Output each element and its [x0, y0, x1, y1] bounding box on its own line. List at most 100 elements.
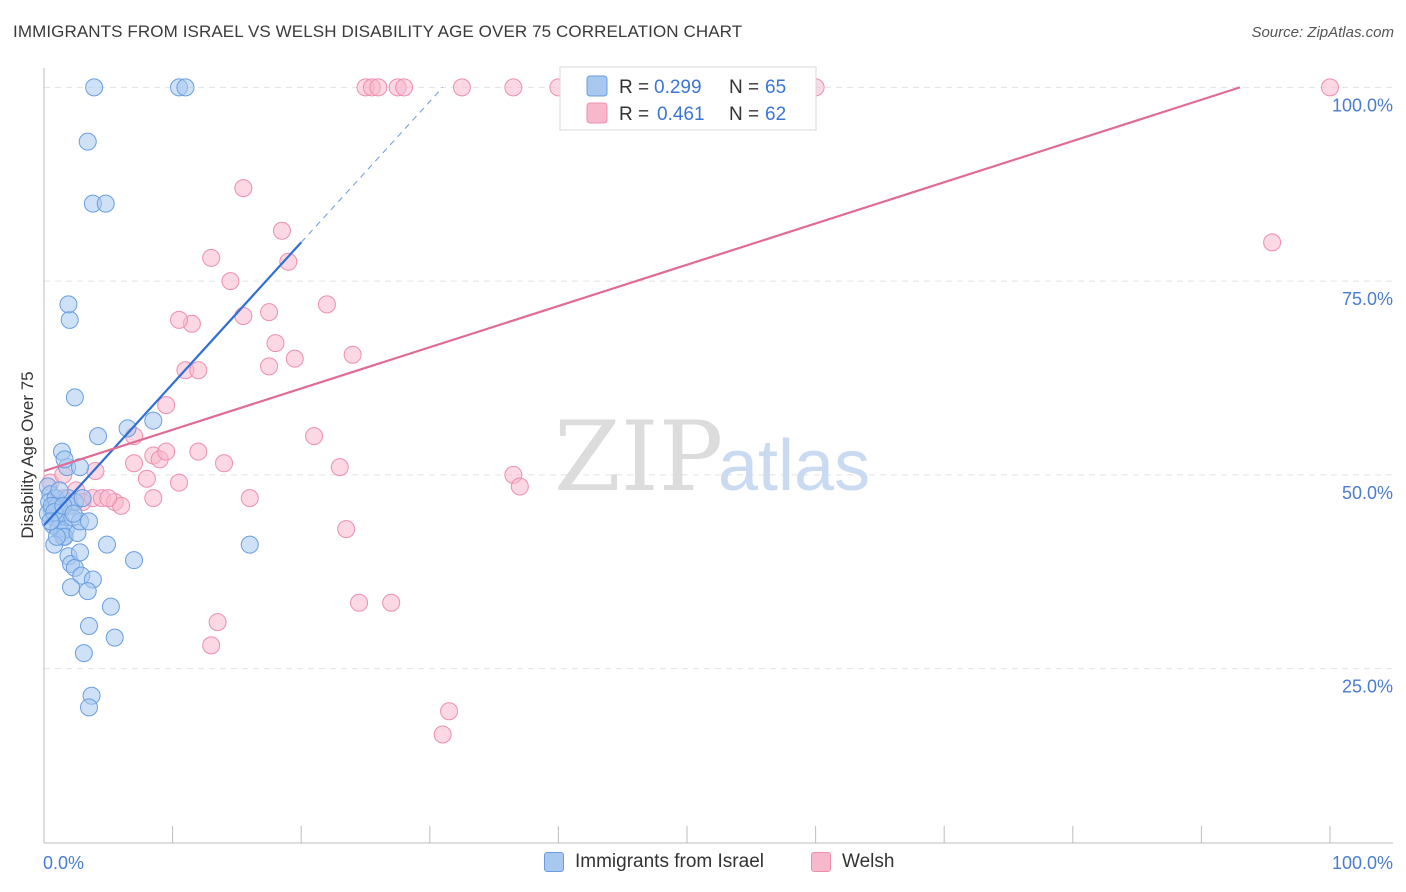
israel-point-36: [96, 194, 115, 213]
welsh-point-19: [144, 489, 163, 508]
legend-swatch-welsh: [811, 852, 831, 872]
israel-point-62: [41, 512, 60, 531]
y-tick-label-100: 100.0%: [1332, 95, 1393, 115]
series-legend: Immigrants from Israel Welsh: [0, 851, 1406, 879]
welsh-point-45: [234, 179, 253, 198]
stats-legend-n-value-israel: 65: [765, 77, 786, 98]
israel-point-33: [59, 295, 78, 314]
welsh-point-28: [170, 310, 189, 329]
welsh-point-30: [221, 272, 240, 291]
stats-legend-r-label-israel: R =: [619, 77, 649, 98]
israel-point-31: [65, 388, 84, 407]
welsh-point-10: [99, 489, 118, 508]
welsh-point-58: [1263, 233, 1282, 252]
welsh-point-50: [369, 78, 388, 97]
welsh-point-26: [189, 361, 208, 380]
welsh-point-38: [305, 427, 324, 446]
welsh-point-18: [137, 469, 156, 488]
stats-legend-r-label-welsh: R =: [619, 104, 649, 125]
israel-point-40: [118, 419, 137, 438]
legend-label-welsh: Welsh: [842, 851, 895, 872]
y-axis-label: Disability Age Over 75: [18, 371, 37, 538]
welsh-point-16: [157, 442, 176, 461]
welsh-point-34: [260, 357, 279, 376]
welsh-point-17: [170, 473, 189, 492]
x-tick-label-max: 100.0%: [1332, 853, 1393, 873]
legend-item-welsh[interactable]: Welsh: [811, 851, 894, 873]
israel-point-30: [89, 427, 108, 446]
welsh-point-21: [215, 454, 234, 473]
israel-point-25: [80, 512, 99, 531]
israel-trend-line: [43, 241, 303, 526]
legend-swatch-israel: [544, 852, 564, 872]
x-ticks: [43, 826, 1331, 843]
grid-lines: [44, 86, 1393, 670]
welsh-point-12: [86, 462, 105, 480]
stats-legend-swatch-israel: [586, 75, 608, 97]
welsh-point-40: [337, 520, 356, 539]
welsh-point-13: [125, 454, 144, 473]
israel-point-34: [78, 132, 97, 151]
welsh-point-20: [189, 442, 208, 461]
welsh-trend-line: [43, 86, 1241, 473]
welsh-point-35: [285, 349, 304, 368]
welsh-point-37: [343, 345, 362, 364]
stats-legend-n-value-welsh: 62: [765, 104, 786, 125]
israel-point-41: [144, 411, 163, 430]
welsh-point-57: [1321, 78, 1339, 97]
welsh-point-29: [202, 248, 221, 267]
watermark-zip: ZIP: [554, 401, 723, 513]
stats-legend-r-value-israel: 0.299: [654, 77, 702, 98]
israel-point-59: [240, 535, 259, 554]
legend-label-israel: Immigrants from Israel: [575, 851, 764, 872]
welsh-point-62: [433, 725, 452, 744]
stats-legend-r-value-welsh: 0.461: [657, 104, 705, 125]
israel-point-55: [105, 628, 124, 647]
welsh-point-52: [395, 78, 414, 97]
welsh-point-33: [266, 334, 285, 353]
welsh-point-53: [452, 78, 471, 97]
welsh-point-31: [234, 307, 253, 325]
israel-point-54: [80, 617, 99, 635]
israel-point-64: [64, 504, 83, 523]
y-tick-label-75: 75.0%: [1342, 289, 1393, 309]
y-tick-labels: 25.0% 50.0% 75.0% 100.0%: [1332, 95, 1393, 696]
israel-point-56: [74, 644, 93, 663]
welsh-point-41: [350, 593, 369, 612]
israel-point-60: [50, 481, 69, 500]
stats-legend: R = 0.299 N = 65 R = 0.461 N = 62: [559, 66, 817, 131]
welsh-point-54: [504, 78, 523, 97]
welsh-point-60: [510, 477, 529, 496]
stats-legend-n-label-welsh: N =: [729, 104, 759, 125]
welsh-point-24: [157, 396, 176, 415]
israel-point-63: [47, 527, 66, 546]
israel-point-37: [85, 78, 104, 97]
welsh-point-36: [317, 295, 336, 314]
welsh-point-42: [382, 593, 401, 612]
welsh-point-32: [260, 303, 279, 322]
israel-trend-extension: [300, 87, 444, 243]
israel-point-53: [101, 597, 120, 616]
welsh-point-47: [279, 252, 298, 271]
axes: [43, 68, 1393, 844]
welsh-point-44: [202, 636, 221, 655]
israel-point-51: [98, 535, 117, 554]
welsh-point-46: [272, 221, 291, 240]
welsh-point-43: [208, 613, 227, 632]
x-tick-label-min: 0.0%: [43, 853, 84, 873]
stats-legend-swatch-welsh: [586, 102, 608, 124]
watermark-atlas: atlas: [718, 426, 870, 506]
welsh-point-22: [240, 489, 259, 508]
y-tick-label-25: 25.0%: [1342, 677, 1393, 697]
welsh-point-61: [440, 702, 459, 721]
legend-item-israel[interactable]: Immigrants from Israel: [544, 851, 764, 873]
source-credit: Source: ZipAtlas.com: [1251, 24, 1394, 41]
israel-point-52: [125, 551, 144, 570]
israel-point-39: [176, 78, 195, 97]
y-tick-label-50: 50.0%: [1342, 483, 1393, 503]
israel-points: [38, 78, 259, 717]
watermark: ZIP atlas: [554, 401, 870, 513]
welsh-point-39: [330, 458, 349, 477]
israel-point-50: [78, 582, 97, 601]
